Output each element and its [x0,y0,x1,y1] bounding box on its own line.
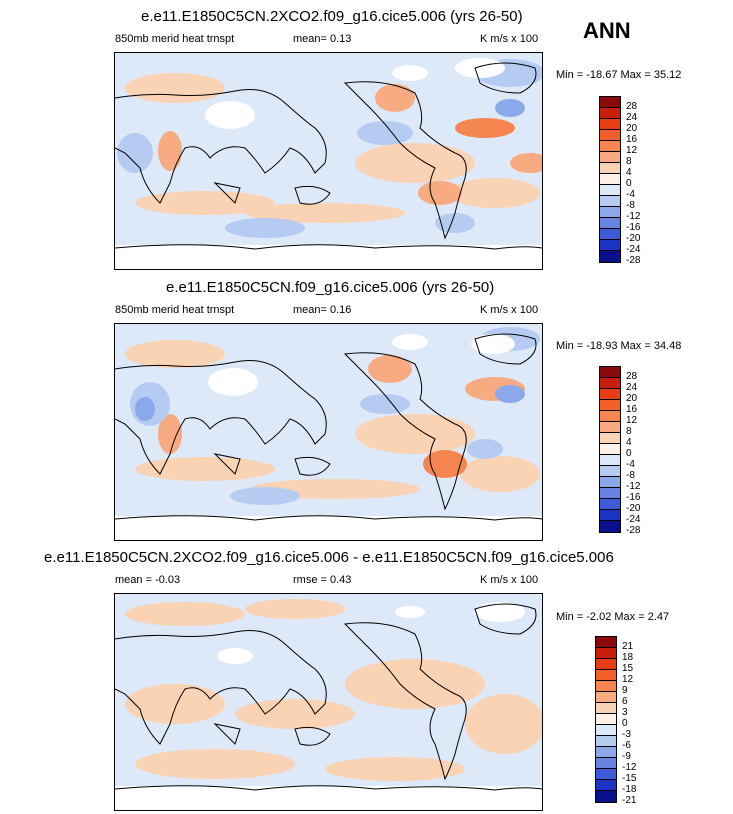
panel2-legend-label: -20 [626,503,641,514]
panel2-map [114,323,543,541]
panel2-legend-label: 24 [626,382,638,393]
panel2-variable-label: 850mb merid heat trnspt [115,304,235,316]
panel2-map-field [115,324,542,540]
panel3-legend-label: -21 [622,795,637,806]
panel3-mean-label: mean = -0.03 [115,574,181,586]
panel1-legend-label: 20 [626,123,638,134]
panel2-legend-label: 12 [626,415,638,426]
panel3-legend-label: 9 [622,685,628,696]
panel2-legend-label: 20 [626,393,638,404]
panel1-legend-label: 28 [626,101,638,112]
panel1-legend-label: -24 [626,244,641,255]
panel3-legend-label: 12 [622,674,634,685]
panel3-legend-label: 15 [622,663,634,674]
panel2-minmax: Min = -18.93 Max = 34.48 [556,340,682,352]
panel3-units-label: K m/s x 100 [480,574,539,586]
panel3-legend-label: -18 [622,784,637,795]
panel3-legend-label: 6 [622,696,628,707]
panel3-minmax: Min = -2.02 Max = 2.47 [556,611,670,623]
panel3-map-field [115,594,542,810]
panel3-legend-bar [595,636,617,803]
panel1-legend-label: -12 [626,211,641,222]
panel1-mean-label: mean= 0.13 [293,33,352,45]
season-label: ANN [583,18,631,43]
panel2-units-label: K m/s x 100 [480,304,539,316]
panel1-minmax: Min = -18.67 Max = 35.12 [556,69,682,81]
panel1-legend-bar [599,96,621,263]
panel1-map-field [115,53,542,269]
panel3-title: e.e11.E1850C5CN.2XCO2.f09_g16.cice5.006 … [44,549,614,566]
panel1-units-label: K m/s x 100 [480,33,539,45]
panel1-map [114,52,543,270]
panel3-legend-label: 0 [622,718,628,729]
panel3-legend-label: 18 [622,652,634,663]
panel2-mean-label: mean= 0.16 [293,304,352,316]
panel2-legend-bar [599,366,621,533]
panel2-legend-label: -16 [626,492,641,503]
panel3-legend-label: -3 [622,729,631,740]
panel2-legend-label: -4 [626,459,635,470]
panel1-legend-label: 16 [626,134,638,145]
panel1-legend-label: -8 [626,200,635,211]
panel3-legend-label: 3 [622,707,628,718]
panel3-map [114,593,543,811]
panel1-legend-label: 8 [626,156,632,167]
panel2-legend-label: -24 [626,514,641,525]
panel1-legend-label: 12 [626,145,638,156]
panel3-legend-label: -6 [622,740,631,751]
panel1-legend-label: 24 [626,112,638,123]
panel3-legend-label: -15 [622,773,637,784]
panel2-legend-label: 28 [626,371,638,382]
panel1-legend-label: -16 [626,222,641,233]
panel1-legend-label: 0 [626,178,632,189]
panel2-legend-label: 8 [626,426,632,437]
panel1-legend-label: 4 [626,167,632,178]
panel3-legend-label: -9 [622,751,631,762]
panel3-legend-label: 21 [622,641,634,652]
panel3-legend-label: -12 [622,762,637,773]
panel2-legend-label: 4 [626,437,632,448]
panel1-legend-label: -20 [626,233,641,244]
panel1-title: e.e11.E1850C5CN.2XCO2.f09_g16.cice5.006 … [141,8,523,25]
panel2-legend-label: -28 [626,525,641,536]
panel1-legend-label: -4 [626,189,635,200]
panel2-title: e.e11.E1850C5CN.f09_g16.cice5.006 (yrs 2… [166,279,495,296]
panel1-variable-label: 850mb merid heat trnspt [115,33,235,45]
panel2-legend-label: -8 [626,470,635,481]
panel1-legend-label: -28 [626,255,641,266]
panel2-legend-label: 16 [626,404,638,415]
panel2-legend-label: -12 [626,481,641,492]
panel2-legend-label: 0 [626,448,632,459]
panel3-rmse-label: rmse = 0.43 [293,574,352,586]
